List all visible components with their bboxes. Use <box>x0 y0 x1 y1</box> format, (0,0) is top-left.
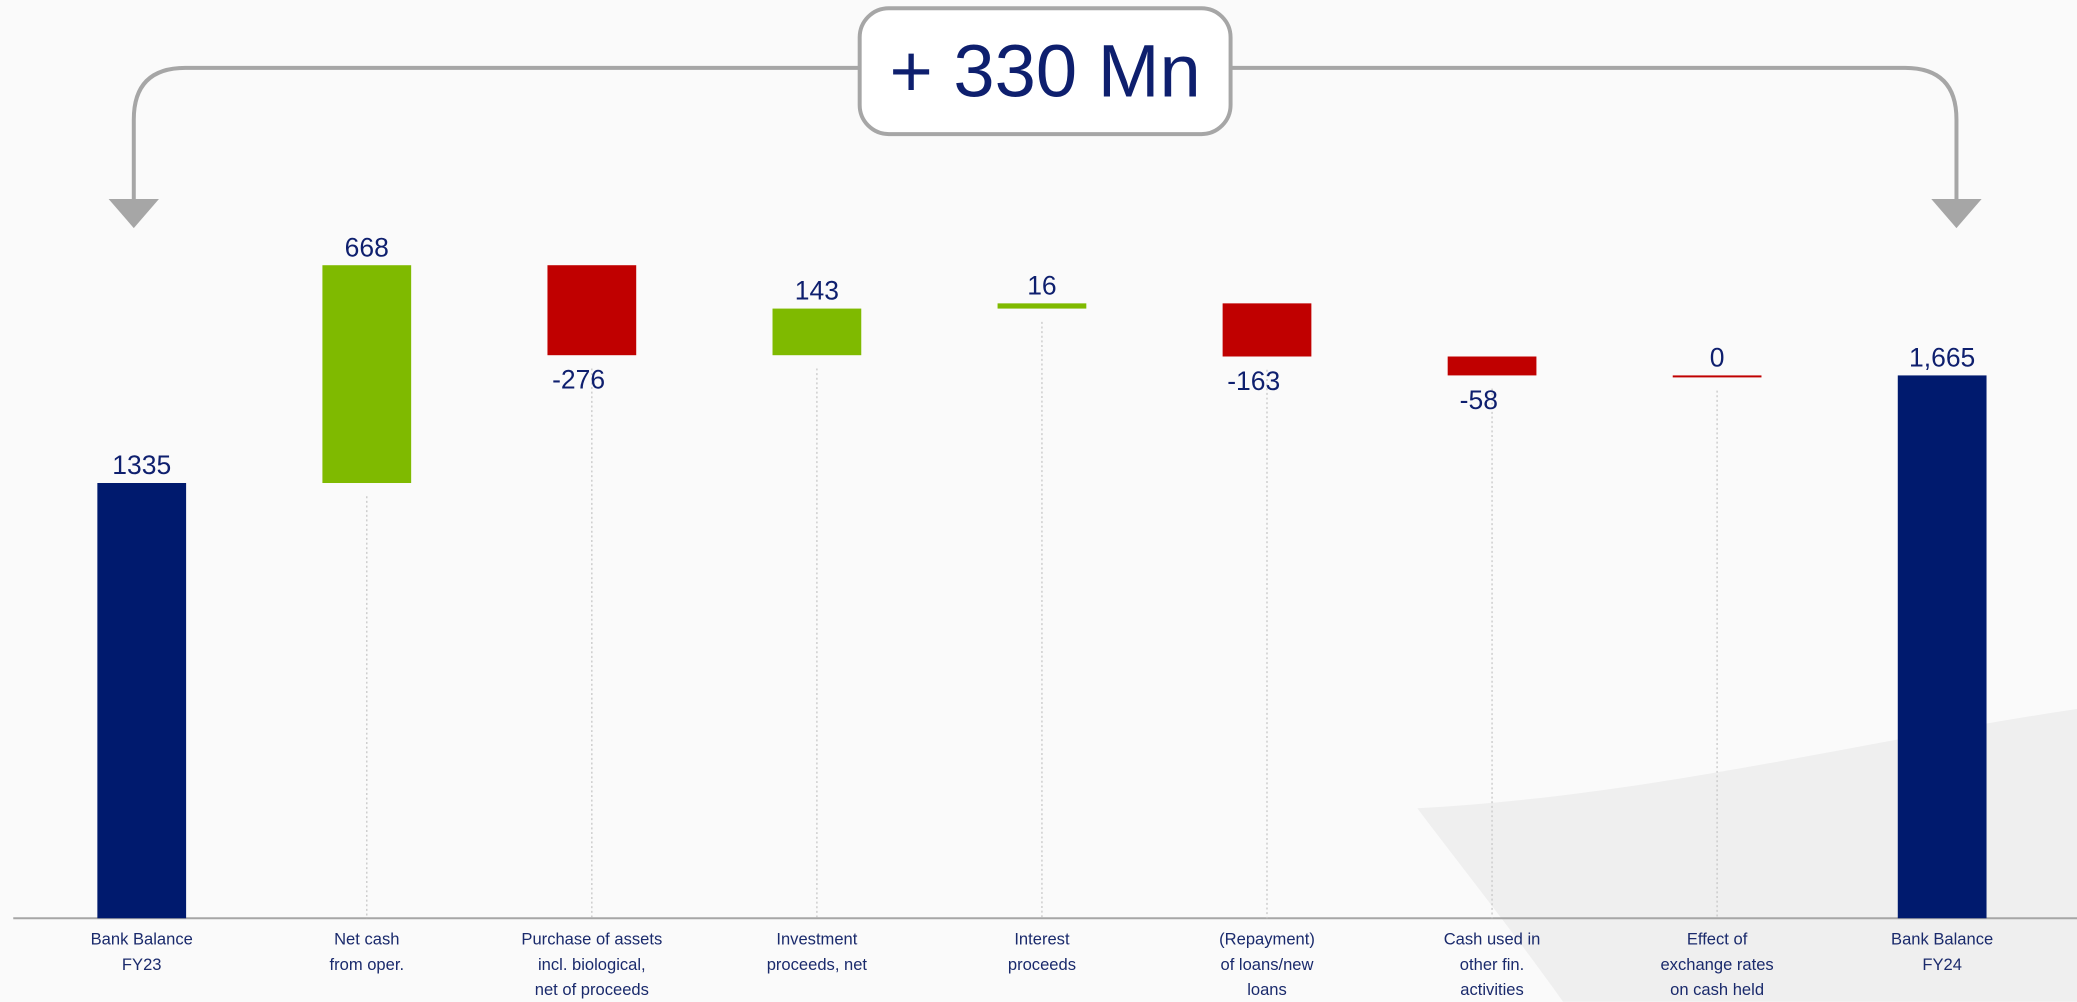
bar <box>772 308 862 356</box>
x-tick-label: Interest proceeds <box>1007 930 1077 974</box>
x-tick-label: Bank Balance FY24 <box>1891 930 1994 974</box>
value-label: 0 <box>1710 343 1725 373</box>
value-label: 143 <box>795 276 839 306</box>
value-label: 668 <box>345 232 389 262</box>
x-label-box: (Repayment) of loans/new loans <box>1219 930 1315 1000</box>
annotation-box <box>857 6 1233 137</box>
x-tick-label: Net cash from oper. <box>329 930 405 974</box>
x-tick-label: Purchase of assets incl. biological, net… <box>521 930 663 1000</box>
annotation: + 330 Mn <box>889 30 1200 113</box>
bar <box>97 483 187 919</box>
bar <box>1447 356 1537 376</box>
bracket-right <box>1230 65 1959 202</box>
x-label-box: Cash used in other fin. activities <box>1443 930 1541 1000</box>
x-label-box: Net cash from oper. <box>329 930 405 974</box>
value-label: -163 <box>1227 366 1280 396</box>
x-label-box: Interest proceeds <box>1007 930 1077 974</box>
value-label: -276 <box>552 365 605 395</box>
bar <box>322 265 412 484</box>
value-label: 16 <box>1027 270 1056 300</box>
bar <box>1897 375 1987 919</box>
arrow-right <box>1931 198 1982 229</box>
x-label-box: Purchase of assets incl. biological, net… <box>521 930 663 1000</box>
bar <box>997 303 1087 309</box>
bar <box>1672 375 1762 378</box>
x-label-box: Investment proceeds, net <box>766 930 868 974</box>
x-label-box: Effect of exchange rates on cash held <box>1660 930 1774 1000</box>
x-tick-label: Cash used in other fin. activities <box>1443 930 1541 1000</box>
x-tick-label: Bank Balance FY23 <box>90 930 193 974</box>
value-label: 1,665 <box>1909 343 1975 373</box>
arrow-left <box>108 198 159 229</box>
x-label-box: Bank Balance FY23 <box>90 930 193 974</box>
x-tick-label: (Repayment) of loans/new loans <box>1219 930 1315 1000</box>
x-label-box: Bank Balance FY24 <box>1891 930 1994 974</box>
value-label: -58 <box>1460 385 1498 415</box>
bar <box>547 265 637 356</box>
bracket-left <box>131 65 860 202</box>
value-label: 1335 <box>112 450 171 480</box>
bar <box>1222 303 1312 357</box>
x-tick-label: Investment proceeds, net <box>766 930 868 974</box>
x-tick-label: Effect of exchange rates on cash held <box>1660 930 1774 1000</box>
